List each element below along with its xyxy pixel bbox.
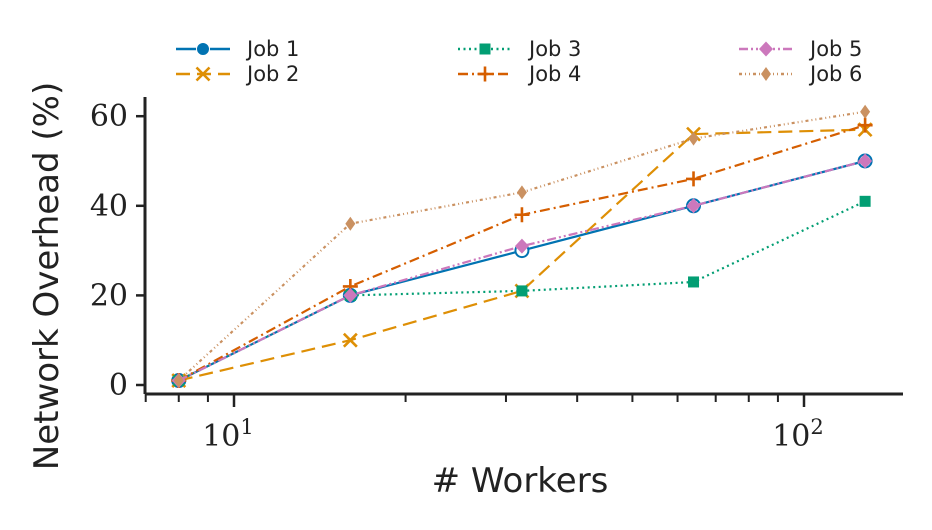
x-tick-label: 101: [202, 415, 254, 454]
data-point: [345, 216, 356, 231]
x-tick-label: 102: [772, 415, 824, 454]
legend-marker: [196, 42, 210, 56]
legend-marker: [195, 66, 211, 82]
data-point: [860, 104, 871, 119]
legend-marker: [477, 66, 493, 82]
y-tick-label: 40: [90, 189, 128, 224]
series-6: [173, 104, 871, 388]
legend-item: Job 2: [176, 62, 299, 86]
legend-item: Job 5: [739, 37, 862, 61]
data-point: [516, 185, 527, 200]
legend-label: Job 3: [527, 37, 581, 61]
legend-label: Job 5: [808, 37, 862, 61]
data-point: [858, 153, 873, 169]
legend-marker: [761, 67, 771, 81]
series-layer: [171, 104, 873, 389]
legend-item: Job 1: [176, 37, 299, 61]
data-point: [688, 276, 700, 288]
data-point: [173, 373, 184, 388]
legend-label: Job 6: [808, 62, 862, 86]
legend-label: Job 2: [245, 62, 299, 86]
data-point: [342, 332, 358, 348]
legend-item: Job 6: [739, 62, 862, 86]
series-3: [173, 195, 871, 387]
data-point: [688, 131, 699, 146]
series-5: [171, 153, 873, 389]
legend-label: Job 4: [527, 62, 581, 86]
data-point: [859, 195, 871, 207]
y-tick-label: 20: [90, 278, 128, 313]
y-tick-label: 60: [90, 99, 128, 134]
x-ticks: 101 102: [144, 394, 824, 454]
data-point: [514, 207, 530, 223]
data-point: [514, 238, 529, 254]
data-point: [686, 198, 701, 214]
data-point: [516, 285, 528, 297]
y-tick-label: 0: [109, 368, 128, 403]
legend-item: Job 3: [458, 37, 581, 61]
data-point: [857, 117, 873, 133]
legend-item: Job 4: [458, 62, 581, 86]
data-point: [343, 287, 358, 303]
legend-marker: [479, 43, 491, 55]
data-point: [686, 171, 702, 187]
series-line: [178, 128, 866, 382]
y-ticks: 0 20 40 60: [90, 99, 145, 403]
y-axis-title: Network Overhead (%): [27, 82, 67, 470]
legend-marker: [759, 41, 773, 57]
x-axis-title: # Workers: [432, 461, 609, 501]
legend-label: Job 1: [245, 37, 299, 61]
axes: [143, 97, 903, 396]
